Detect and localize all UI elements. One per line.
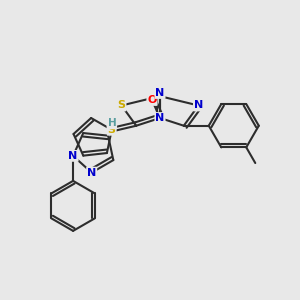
- Text: N: N: [87, 168, 96, 178]
- Text: N: N: [155, 88, 165, 98]
- Text: N: N: [155, 113, 165, 123]
- Text: S: S: [118, 100, 125, 110]
- Text: N: N: [68, 151, 78, 161]
- Text: S: S: [108, 125, 116, 135]
- Text: N: N: [194, 100, 203, 110]
- Text: O: O: [147, 95, 157, 105]
- Text: H: H: [107, 118, 116, 128]
